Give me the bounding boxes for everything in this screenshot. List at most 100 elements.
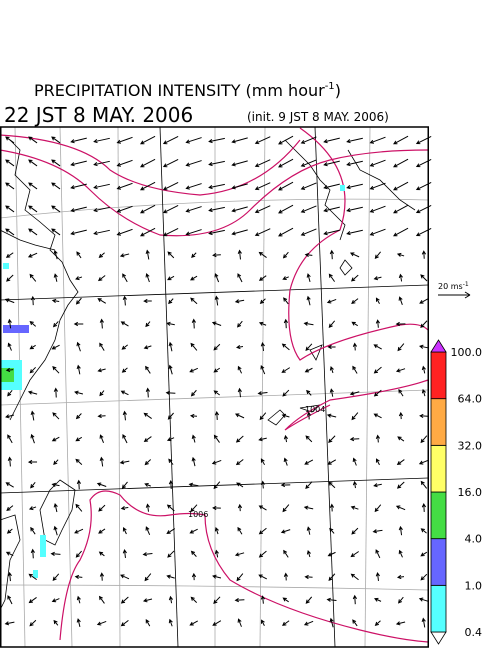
- wind-arrow: [208, 160, 225, 167]
- wind-arrow: [328, 481, 336, 489]
- wind-arrow: [306, 273, 311, 282]
- wind-arrow: [166, 321, 175, 326]
- wind-arrow: [278, 181, 294, 191]
- wind-arrow: [231, 137, 248, 144]
- wind-arrow: [352, 365, 358, 374]
- wind-arrow: [421, 617, 426, 628]
- wind-arrow: [50, 551, 61, 556]
- map-frame: [0, 126, 429, 648]
- wind-arrow: [393, 204, 409, 214]
- wind-arrow: [145, 249, 150, 260]
- major-grid: [0, 126, 429, 648]
- wind-arrow: [121, 367, 128, 373]
- wind-arrow: [346, 137, 363, 144]
- wind-arrow: [168, 480, 174, 489]
- wind-arrow: [234, 299, 245, 304]
- wind-arrow: [139, 204, 156, 214]
- wind-arrow: [51, 598, 60, 603]
- wind-arrow: [352, 594, 358, 605]
- wind-arrow: [75, 550, 82, 558]
- wind-arrow: [144, 459, 152, 466]
- wind-arrow: [73, 321, 84, 327]
- wind-arrow: [191, 434, 196, 443]
- wind-arrow: [139, 181, 156, 191]
- wind-arrow: [306, 389, 312, 396]
- wind-arrow: [208, 229, 225, 236]
- wind-arrow: [30, 548, 36, 559]
- wind-arrow: [280, 482, 291, 488]
- wind-arrow: [398, 388, 404, 397]
- wind-arrow: [303, 505, 314, 510]
- wind-arrow: [283, 434, 289, 443]
- wind-arrow: [139, 158, 156, 168]
- wind-arrow: [254, 136, 271, 145]
- wind-arrow: [236, 482, 244, 488]
- wind-arrow: [349, 436, 360, 442]
- wind-arrow: [96, 620, 107, 626]
- wind-arrow: [346, 160, 363, 167]
- wind-arrow: [237, 249, 242, 260]
- precip-patch: [40, 535, 46, 557]
- wind-arrow: [98, 595, 105, 604]
- wind-arrow: [75, 276, 83, 281]
- wind-arrow: [145, 321, 151, 328]
- wind-scale-text: 20 ms: [438, 282, 463, 291]
- wind-arrow: [350, 551, 359, 558]
- title-text: PRECIPITATION INTENSITY (mm hour: [34, 81, 325, 100]
- wind-arrow: [29, 366, 36, 374]
- wind-arrow: [28, 159, 38, 167]
- wind-arrow: [419, 344, 429, 349]
- wind-arrow: [259, 298, 266, 304]
- isobar-label: 1004: [305, 405, 325, 414]
- wind-arrow: [369, 228, 386, 236]
- wind-arrow: [213, 343, 221, 351]
- wind-arrow: [75, 458, 83, 465]
- wind-arrow: [30, 433, 35, 444]
- wind-arrow: [7, 595, 13, 605]
- wind-arrow: [398, 411, 404, 420]
- wind-arrow: [189, 367, 199, 373]
- wind-arrow: [168, 364, 173, 375]
- wind-arrow: [300, 159, 317, 167]
- wind-arrow: [282, 389, 290, 397]
- wind-arrow: [208, 137, 225, 144]
- wind-arrow: [282, 504, 290, 513]
- wind-arrow: [98, 252, 105, 258]
- wind-arrow: [190, 342, 198, 351]
- wind-arrow: [144, 573, 152, 582]
- wind-arrow: [350, 274, 359, 282]
- wind-arrow: [53, 387, 59, 398]
- wind-arrow: [51, 298, 60, 304]
- wind-arrow: [120, 505, 129, 511]
- wind-arrow: [283, 297, 289, 305]
- wind-scale-superscript: -1: [463, 281, 469, 288]
- wind-arrow: [350, 505, 359, 510]
- wind-arrow: [306, 550, 311, 558]
- wind-arrow: [260, 342, 265, 351]
- wind-arrow: [166, 437, 175, 442]
- wind-arrow: [30, 482, 36, 489]
- wind-arrow: [283, 549, 289, 558]
- wind-arrow: [396, 252, 405, 257]
- wind-arrow: [300, 182, 317, 190]
- wind-arrow: [189, 413, 198, 419]
- wind-arrow: [168, 298, 174, 305]
- precipitation: [0, 185, 345, 578]
- colorbar-segment: [430, 538, 447, 586]
- wind-arrow: [189, 620, 198, 626]
- wind-arrow: [120, 390, 129, 396]
- wind-arrow: [231, 206, 248, 213]
- wind-arrow: [213, 596, 221, 604]
- wind-arrow: [5, 482, 14, 488]
- wind-arrow: [257, 391, 268, 396]
- wind-arrow: [396, 459, 405, 466]
- wind-arrow: [395, 621, 406, 626]
- wind-arrow: [191, 456, 196, 467]
- wind-arrow: [76, 595, 81, 604]
- wind-arrow: [396, 481, 405, 489]
- wind-arrow: [234, 552, 245, 557]
- wind-arrow: [329, 527, 335, 534]
- wind-arrow: [53, 525, 58, 536]
- wind-arrow: [98, 504, 106, 512]
- wind-arrow: [7, 318, 12, 329]
